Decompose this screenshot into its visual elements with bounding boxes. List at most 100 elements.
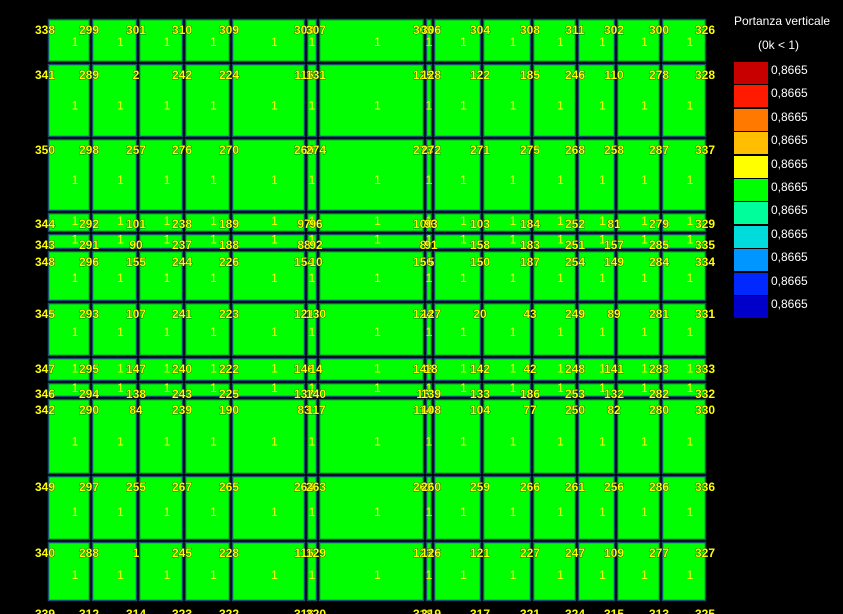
cell-value: 1	[460, 505, 467, 519]
cell-value: 1	[641, 362, 648, 376]
grid-cell	[482, 212, 532, 233]
node-label: 154	[294, 255, 314, 269]
node-label: 267	[172, 480, 192, 494]
node-label: 298	[79, 143, 99, 157]
node-label: 107	[126, 307, 146, 321]
node-label: 110	[604, 68, 624, 82]
cell-value: 1	[426, 381, 433, 395]
cell-value: 1	[210, 233, 217, 247]
grid-cell	[425, 18, 433, 63]
node-label: 188	[219, 238, 239, 252]
legend-swatch	[734, 202, 768, 225]
grid-cell	[433, 138, 482, 212]
cell-value: 1	[210, 214, 217, 228]
node-label: 121	[470, 546, 490, 560]
grid-cell	[661, 138, 707, 212]
cell-value: 1	[641, 233, 648, 247]
grid-cell	[231, 233, 306, 250]
cell-value: 1	[72, 505, 79, 519]
grid-cell	[661, 475, 707, 541]
grid-cell	[91, 18, 138, 63]
cell-value: 1	[460, 35, 467, 49]
node-label: 223	[219, 307, 239, 321]
grid-cell	[47, 18, 91, 63]
grid-cell	[433, 382, 482, 398]
node-label: 333	[695, 362, 715, 376]
legend-swatch	[734, 225, 768, 248]
cell-value: 1	[164, 233, 171, 247]
grid-cell	[532, 398, 577, 475]
node-label: 155	[126, 255, 146, 269]
cell-value: 1	[460, 325, 467, 339]
cell-value: 1	[309, 35, 316, 49]
grid-cell	[91, 233, 138, 250]
cell-value: 1	[687, 214, 694, 228]
node-label: 327	[695, 546, 715, 560]
node-label: 43	[523, 307, 537, 321]
legend-swatch	[734, 155, 768, 178]
node-label: 93	[424, 217, 438, 231]
grid-cell	[138, 138, 184, 212]
cell-value: 1	[599, 435, 606, 449]
grid-cell	[184, 357, 231, 382]
grid-cell	[47, 250, 91, 302]
cell-value: 1	[117, 271, 124, 285]
node-label: 322	[219, 607, 239, 614]
grid-cell	[91, 541, 138, 602]
legend-subtitle: (0k < 1)	[758, 38, 800, 52]
grid-cell	[482, 398, 532, 475]
node-label: 309	[219, 23, 239, 37]
cell-value: 1	[510, 233, 517, 247]
node-label: 277	[649, 546, 669, 560]
cell-value: 1	[641, 35, 648, 49]
node-label: 88	[297, 238, 311, 252]
node-label: 10	[309, 255, 323, 269]
grid-cell	[532, 250, 577, 302]
cell-value: 1	[510, 325, 517, 339]
cell-value: 1	[510, 173, 517, 187]
cell-value: 1	[374, 271, 381, 285]
cell-value: 1	[557, 233, 564, 247]
grid-cell	[433, 212, 482, 233]
legend-swatch	[734, 62, 768, 84]
cell-value: 1	[510, 505, 517, 519]
legend-swatch	[734, 179, 768, 201]
node-label: 241	[172, 307, 192, 321]
cell-value: 1	[510, 271, 517, 285]
grid-cell	[425, 398, 433, 475]
grid-cell	[482, 63, 532, 138]
cell-value: 1	[557, 381, 564, 395]
node-label: 350	[35, 143, 55, 157]
cell-value: 1	[374, 214, 381, 228]
node-label: 253	[565, 387, 585, 401]
cell-value: 1	[117, 173, 124, 187]
grid-cells	[47, 18, 707, 602]
grid-cell	[318, 398, 425, 475]
node-label: 286	[649, 480, 669, 494]
node-label: 77	[523, 403, 537, 417]
grid-cell	[577, 250, 616, 302]
grid-cell	[306, 541, 318, 602]
node-label: 319	[421, 607, 441, 614]
cell-value: 1	[599, 271, 606, 285]
node-label: 302	[604, 23, 624, 37]
node-label: 84	[129, 403, 143, 417]
cell-value: 1	[72, 435, 79, 449]
node-label: 344	[35, 217, 55, 231]
cell-value: 1	[117, 214, 124, 228]
grid-cell	[138, 233, 184, 250]
node-label: 293	[79, 307, 99, 321]
cell-value: 1	[687, 435, 694, 449]
grid-cell	[661, 382, 707, 398]
cell-value: 1	[117, 325, 124, 339]
grid-cell	[616, 398, 661, 475]
legend-entry: 0,8665	[734, 132, 843, 155]
node-label: 20	[473, 307, 487, 321]
cell-value: 1	[374, 99, 381, 113]
cell-value: 1	[426, 214, 433, 228]
node-label: 132	[604, 387, 624, 401]
grid-cell	[306, 357, 318, 382]
cell-value: 1	[210, 271, 217, 285]
node-label: 283	[649, 362, 669, 376]
node-label: 158	[470, 238, 490, 252]
